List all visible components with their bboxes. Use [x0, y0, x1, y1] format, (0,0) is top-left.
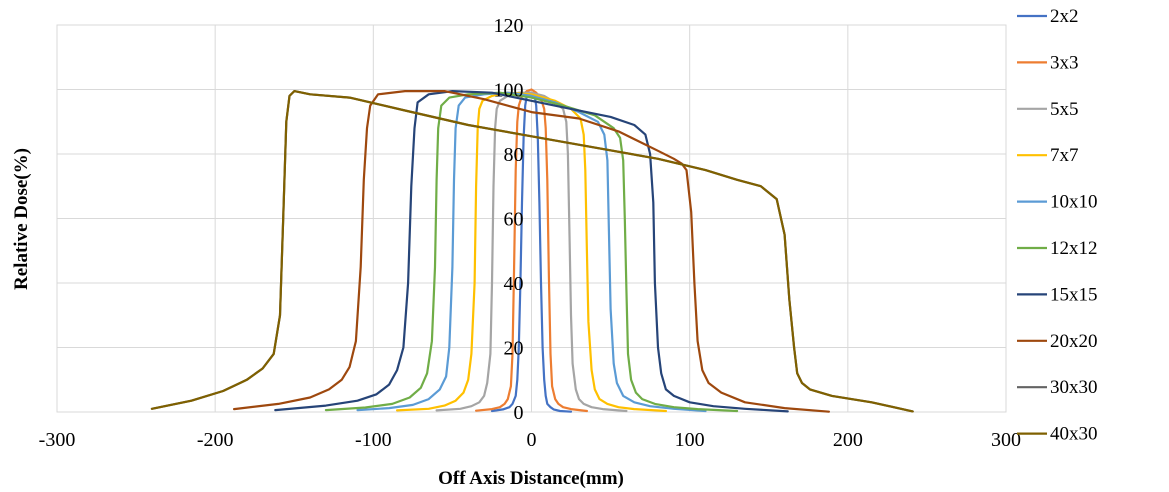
- series-line-7x7: [396, 91, 667, 413]
- legend-label: 2x2: [1050, 6, 1079, 27]
- y-tick-label: 120: [494, 15, 524, 37]
- y-tick-label: 40: [504, 273, 524, 295]
- series-lines: [150, 88, 914, 413]
- series-line-10x10: [356, 91, 707, 413]
- x-tick-label: 300: [991, 429, 1021, 451]
- series-line-40x30: [150, 90, 914, 413]
- x-axis-title: Off Axis Distance(mm): [438, 468, 624, 489]
- legend-label: 10x10: [1050, 192, 1098, 213]
- series-line-15x15: [274, 90, 789, 413]
- legend-label: 15x15: [1050, 284, 1098, 305]
- x-tick-label: -300: [39, 429, 76, 451]
- legend: 2x2 3x3 5x5 7x7 10x10 12x12 15x15 20x20 30x30 40x…: [1017, 6, 1098, 445]
- x-tick-label: -100: [355, 429, 392, 451]
- legend-label: 20x20: [1050, 331, 1098, 352]
- y-tick-label: 0: [514, 402, 524, 424]
- y-tick-label: 100: [494, 80, 524, 102]
- series-line-3x3: [475, 88, 588, 413]
- series-line-5x5: [435, 91, 628, 413]
- y-tick-label: 20: [504, 338, 524, 360]
- x-tick-label: 100: [675, 429, 705, 451]
- tick-labels: -300 -200 -100 0 100 200 300 0 20 40 60 80 100 120: [39, 15, 1021, 451]
- y-tick-label: 60: [504, 209, 524, 231]
- series-line-20x20: [233, 90, 830, 413]
- legend-label: 3x3: [1050, 52, 1079, 73]
- legend-label: 40x30: [1050, 424, 1098, 445]
- legend-label: 12x12: [1050, 238, 1098, 259]
- x-tick-label: -200: [197, 429, 234, 451]
- y-axis-title: Relative Dose(%): [11, 148, 32, 290]
- x-tick-label: 200: [833, 429, 863, 451]
- x-tick-label: 0: [527, 429, 537, 451]
- legend-label: 5x5: [1050, 99, 1079, 120]
- series-line-12x12: [324, 91, 739, 413]
- y-tick-label: 80: [504, 144, 524, 166]
- legend-label: 7x7: [1050, 145, 1079, 166]
- legend-label: 30x30: [1050, 377, 1098, 398]
